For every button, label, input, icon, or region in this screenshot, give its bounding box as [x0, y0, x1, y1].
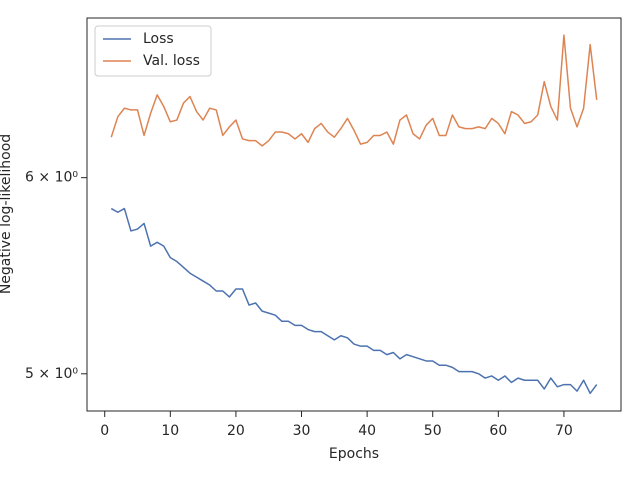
legend-label: Val. loss: [143, 53, 200, 69]
y-tick-label: 6 × 10⁰: [25, 170, 78, 186]
line-series: [110, 207, 598, 395]
legend-label: Loss: [143, 31, 174, 47]
plot-frame: [86, 17, 622, 412]
x-tick-label: 60: [489, 423, 507, 439]
y-axis-label: Negative log-likelihood: [0, 134, 14, 294]
x-tick-label: 50: [424, 423, 442, 439]
line-series: [110, 34, 598, 147]
x-tick-label: 40: [358, 423, 376, 439]
x-tick-label: 30: [293, 423, 311, 439]
x-tick-label: 10: [161, 423, 179, 439]
y-tick-label: 5 × 10⁰: [25, 366, 78, 382]
x-tick-label: 0: [100, 423, 109, 439]
x-axis-label: Epochs: [329, 446, 379, 462]
x-tick-label: 70: [555, 423, 573, 439]
x-tick-label: 20: [227, 423, 245, 439]
